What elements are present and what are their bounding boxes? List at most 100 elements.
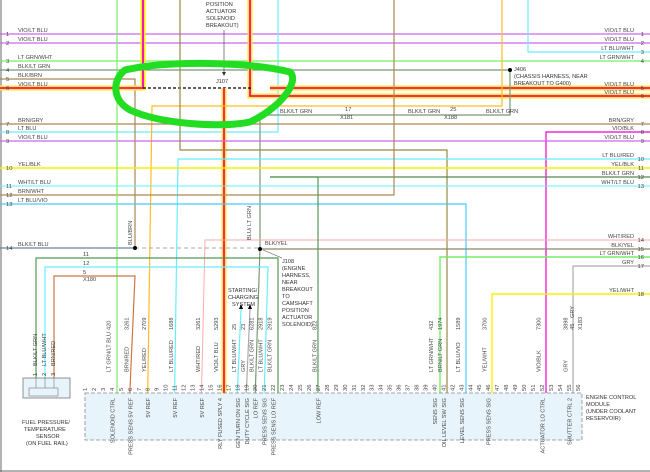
ecm-pin-function: SHUTTER CTRL 2 — [567, 398, 573, 445]
j108-desc: BREAKOUT — [282, 287, 313, 293]
ecm-pin-number: 33 — [370, 385, 376, 391]
wire-label: LT BLU/RED — [602, 153, 634, 159]
wire-number: 4 — [6, 68, 10, 74]
wire-label: VIO/LT BLU — [18, 135, 48, 141]
ecm-pin-number: 17 — [226, 385, 232, 391]
ecm-pin-function: LO REF — [254, 397, 260, 418]
wire-label: LT GRN/WHT — [600, 55, 635, 61]
wire-label: BLK/LT GRN — [602, 171, 634, 177]
wire-label: GRY — [622, 260, 634, 266]
wire-label: GRY — [570, 306, 576, 318]
j108-desc: CAMSHAFT — [282, 301, 313, 307]
ecm-pin-circuit: 3700 — [483, 318, 489, 330]
ecm-pin-wire: BLK/LT GRN — [250, 340, 256, 372]
j108-desc: POSITION — [282, 308, 309, 314]
ecm-pin-circuit: 7300 — [536, 318, 542, 330]
wire-label: BLK/YEL — [265, 241, 288, 247]
ecm-pin-wire: LT BLU/VIO — [456, 342, 462, 372]
connector-pin: 25 — [450, 107, 456, 113]
ecm-pin-number: 49 — [513, 385, 519, 391]
sensor-pin-wire: BLK/LT GRN — [33, 334, 39, 366]
highlight-circle — [112, 59, 296, 129]
ecm-pin-number: 8 — [146, 388, 152, 391]
ecm-pin-number: 48 — [504, 385, 510, 391]
svg-text:(UNDER COOLANT: (UNDER COOLANT — [586, 409, 637, 415]
wire-label: VIO/LT BLU — [18, 82, 48, 88]
j108-desc: TO — [282, 294, 290, 300]
ecm-pin-number: 4 — [110, 387, 116, 391]
ecm-pin-wire: YEL/RED — [142, 348, 148, 372]
ecm-pin-number: 37 — [406, 385, 412, 391]
ecm-pin-number: 52 — [540, 385, 546, 391]
wire-number: 10 — [6, 166, 12, 172]
ecm-pin-function: GEN TURN ON SIG — [236, 398, 242, 448]
ecm-pin-wire: GRY — [563, 360, 569, 372]
wire-label: BLK/YEL — [611, 243, 634, 249]
ecm-pin-circuit: 2709 — [142, 318, 148, 330]
wire-number: 4 — [641, 59, 645, 65]
wire-label: BLU/ LT GRN — [247, 206, 253, 240]
ecm-pin-number: 40 — [432, 385, 438, 391]
wire-label: YEL/WHT — [609, 288, 634, 294]
wire-number: 13 — [6, 202, 12, 208]
wire-brn-lt-grn — [179, 0, 448, 393]
ecm-pin-number: 45 — [477, 385, 483, 391]
wire-vio-lt-blu-right-6 — [249, 0, 650, 97]
splice-dot — [133, 246, 137, 250]
ecm-pin-number: 34 — [379, 384, 385, 391]
ecm-pin-circuit: 3261 — [124, 318, 130, 330]
svg-text:STARTING/: STARTING/ — [228, 288, 258, 294]
wire-number: 13 — [638, 184, 644, 190]
connector-x181: X181 — [340, 115, 353, 121]
ecm-pin-circuit: 1974 — [438, 318, 444, 330]
wire-number: 10 — [638, 157, 644, 163]
wires — [0, 0, 650, 394]
wire-label: WHT/LT BLU — [18, 180, 51, 186]
ecm-pin-number: 22 — [271, 385, 277, 391]
ecm-pin-function: DUTY CYCLE SIG — [245, 398, 251, 445]
wire-label: WHT/LT BLU — [601, 180, 634, 186]
wire-number: 7 — [6, 122, 9, 128]
svg-text:(CHASSIS HARNESS, NEAR: (CHASSIS HARNESS, NEAR — [514, 74, 588, 80]
ecm-pin-number: 29 — [334, 385, 340, 391]
j107-label: J107 — [216, 79, 228, 85]
connector-x183: X183 — [578, 317, 584, 330]
wire-wht-red — [200, 239, 650, 394]
ecm-pin-number: 9 — [155, 388, 161, 391]
ecm-pin-function: LEVEL SENS SIG — [460, 398, 466, 443]
starting-charging-system-label: STARTING/ CHARGING SYSTEM — [228, 288, 258, 309]
wire-label: VIO/LT BLU — [18, 28, 48, 34]
ecm-pin-circuit: 2918 — [259, 318, 265, 330]
wire-number: 2 — [641, 41, 644, 47]
wire-lt-blu-vio — [0, 203, 467, 393]
ecm-pin-function: SENS SIG — [433, 398, 439, 424]
ecm-pin-number: 20 — [253, 385, 259, 391]
ecm-pin-function: OIL LEVEL SW SIG — [442, 398, 448, 447]
wire-label: BRN/WHT — [18, 189, 45, 195]
ecm-pin-circuit: 23 — [241, 324, 247, 330]
wire-number: 18 — [638, 292, 644, 298]
wire-number: 5 — [641, 86, 644, 92]
wire-label: LT GRN/WHT — [18, 55, 53, 61]
ecm-pin-number: 12 — [182, 385, 188, 391]
wire-label: LT GRN/WHT — [600, 251, 635, 257]
wire-blk-brn — [0, 78, 136, 248]
ecm-pin-number: 42 — [450, 385, 456, 391]
sensor-pin-wire: LT BLU/WHT — [42, 333, 48, 366]
ecm-pin-number: 44 — [468, 384, 474, 391]
ecm-pin-circuit: 432 — [429, 321, 435, 330]
wire-lt-blu-wht-18 — [236, 308, 242, 394]
svg-text:(ON FUEL RAIL): (ON FUEL RAIL) — [26, 441, 68, 447]
wire-number: 14 — [6, 246, 13, 252]
wire-vio-blk — [545, 131, 650, 393]
ecm-pin-number: 47 — [495, 385, 501, 391]
sensor-pin-wire: BRN/RED — [51, 341, 57, 366]
ecm-pin-number: 51 — [531, 385, 537, 391]
j108-name: J108 — [282, 259, 294, 265]
wire-number: 1 — [641, 32, 644, 38]
j108-desc: SOLENOID) — [282, 322, 313, 328]
j406-label: J406 (CHASSIS HARNESS, NEAR BREAKOUT TO … — [508, 67, 588, 87]
svg-text:SYSTEM: SYSTEM — [232, 302, 255, 308]
ecm-pin-wire: GRY — [241, 360, 247, 372]
ecm-pin-number: 28 — [325, 385, 331, 391]
